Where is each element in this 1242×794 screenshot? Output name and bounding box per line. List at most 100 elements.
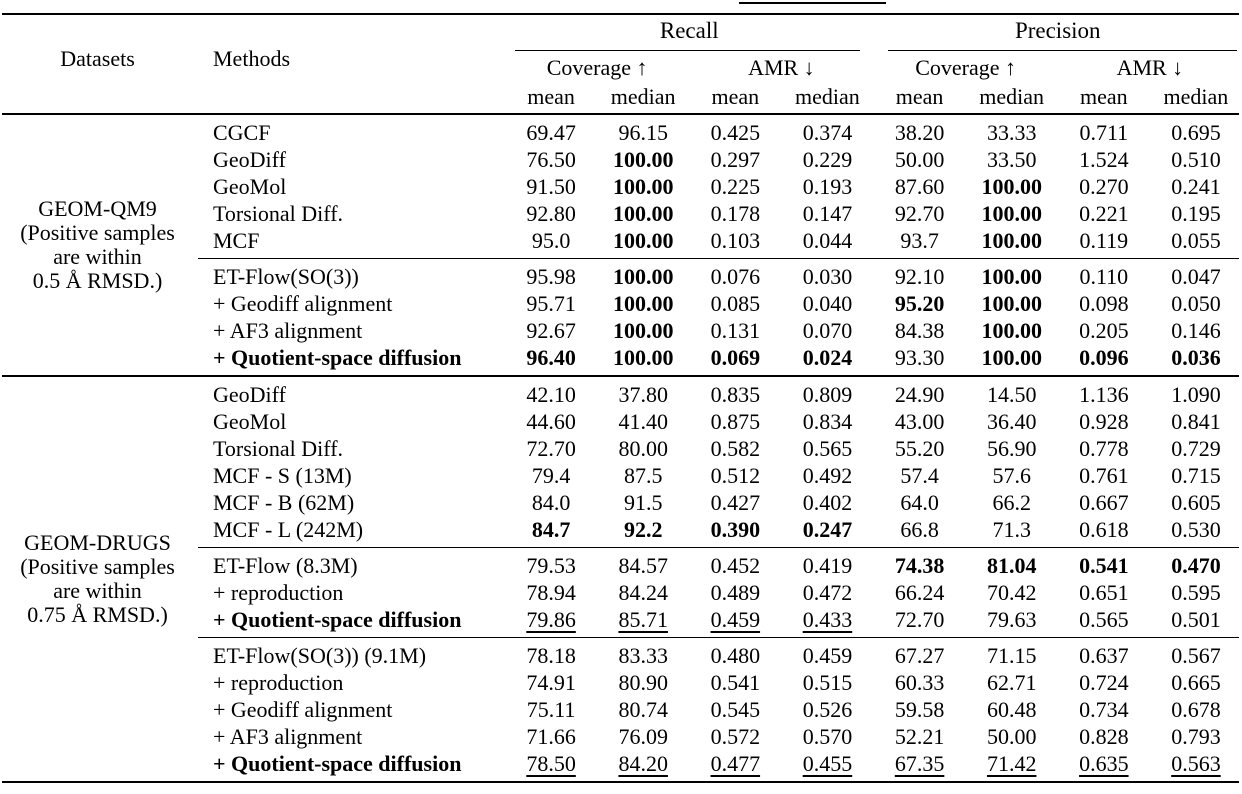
stat-label: mean	[711, 84, 760, 109]
value-cell: 0.595	[1171, 580, 1221, 605]
value-cell: 100.00	[612, 318, 674, 343]
block-separator-rule	[198, 637, 1239, 638]
table-row: MCF - S (13M) 79.4 87.5 0.512 0.492 57.4 57.6 0…	[0, 462, 1242, 489]
dataset-column-spacer	[0, 408, 195, 435]
value-cell: 100.00	[612, 345, 674, 370]
value-cell: 43.00	[894, 409, 945, 434]
value-cell: 66.8	[900, 517, 939, 542]
value-cell: 0.030	[802, 264, 853, 289]
value-cell: 1.524	[1079, 147, 1129, 172]
value-cell: 0.195	[1171, 201, 1221, 226]
caption-underline-fragment	[739, 2, 886, 4]
value-cell: 0.834	[802, 409, 853, 434]
value-cell: 57.4	[900, 463, 939, 488]
method-name: GeoMol	[213, 409, 287, 434]
value-cell: 0.147	[802, 201, 853, 226]
value-cell: 91.5	[623, 490, 663, 515]
value-cell: 0.229	[802, 147, 853, 172]
value-cell: 66.24	[894, 580, 945, 605]
value-cell: 0.565	[1079, 607, 1129, 632]
value-cell: 69.47	[526, 120, 576, 145]
value-cell: 57.6	[992, 463, 1031, 488]
value-cell: 0.085	[710, 291, 761, 316]
value-cell: 0.044	[802, 228, 853, 253]
method-name: ET-Flow (8.3M)	[213, 553, 358, 578]
dataset-label: GEOM-DRUGS (Positive samples are within 0.7…	[0, 531, 195, 627]
value-cell: 74.91	[526, 670, 576, 695]
value-cell: 71.3	[992, 517, 1031, 542]
value-cell: 0.492	[802, 463, 853, 488]
dataset-column-spacer	[0, 290, 195, 317]
value-cell: 0.070	[802, 318, 853, 343]
metric-group-row: Recall Precision	[505, 15, 1242, 51]
table-row: + reproduction 78.94 84.24 0.489 0.472 66.24 7…	[0, 579, 1242, 606]
recall-group-header: Recall	[505, 15, 874, 51]
value-cell: 60.48	[986, 697, 1037, 722]
value-cell: 0.541	[1079, 553, 1129, 578]
dataset-label-line: GEOM-DRUGS	[24, 530, 171, 555]
value-cell: 0.729	[1171, 436, 1221, 461]
value-cell: 0.875	[710, 409, 761, 434]
method-name: + Quotient-space diffusion	[213, 607, 462, 632]
dataset-column-spacer	[0, 119, 195, 146]
value-cell: 79.4	[531, 463, 571, 488]
header-rule	[2, 113, 1239, 115]
value-cell: 0.715	[1171, 463, 1221, 488]
value-cell: 74.38	[894, 553, 945, 578]
table-row: + Geodiff alignment 75.11 80.74 0.545 0.526 5…	[0, 696, 1242, 723]
value-cell: 0.390	[710, 517, 761, 542]
bottom-rule	[2, 781, 1239, 783]
precision-group-header: Precision	[874, 15, 1242, 51]
value-cell: 59.58	[894, 697, 945, 722]
value-cell: 84.0	[531, 490, 571, 515]
table-row: + Quotient-space diffusion 96.40 100.00 0.0…	[0, 344, 1242, 371]
value-cell: 0.193	[802, 174, 853, 199]
value-cell: 0.178	[710, 201, 761, 226]
dataset-column-spacer	[0, 696, 195, 723]
value-cell: 0.433	[802, 607, 853, 632]
dataset-section: GEOM-DRUGS (Positive samples are within 0.7…	[0, 377, 1242, 781]
dataset-label-line: are within	[53, 244, 142, 269]
value-cell: 92.80	[526, 201, 576, 226]
value-cell: 33.33	[986, 120, 1037, 145]
table-body: GEOM-QM9 (Positive samples are within 0.5 Å…	[0, 115, 1242, 781]
value-cell: 78.94	[526, 580, 576, 605]
recall-group-label: Recall	[659, 18, 719, 43]
value-cell: 0.582	[710, 436, 761, 461]
table-row: MCF - B (62M) 84.0 91.5 0.427 0.402 64.0 66.2 0…	[0, 489, 1242, 516]
dataset-label-line: GEOM-QM9	[38, 196, 157, 221]
recall-coverage-header: Coverage ↑	[546, 55, 648, 80]
value-cell: 100.00	[612, 174, 674, 199]
value-cell: 91.50	[526, 174, 576, 199]
value-cell: 0.572	[710, 724, 761, 749]
table-row: + reproduction 74.91 80.90 0.541 0.515 60.33 6…	[0, 669, 1242, 696]
dataset-column-spacer	[0, 462, 195, 489]
value-cell: 41.40	[618, 409, 668, 434]
value-cell: 79.63	[986, 607, 1037, 632]
stat-label: median	[795, 84, 860, 109]
dataset-column-spacer	[0, 723, 195, 750]
value-cell: 0.425	[710, 120, 761, 145]
value-cell: 0.472	[802, 580, 853, 605]
value-cell: 0.635	[1079, 751, 1129, 776]
method-name: + reproduction	[213, 670, 344, 695]
dataset-column-spacer	[0, 435, 195, 462]
value-cell: 0.618	[1079, 517, 1129, 542]
value-cell: 72.70	[894, 607, 945, 632]
value-cell: 0.098	[1079, 291, 1129, 316]
value-cell: 0.036	[1171, 345, 1221, 370]
value-cell: 100.00	[612, 147, 674, 172]
value-cell: 80.00	[618, 436, 668, 461]
value-cell: 0.651	[1079, 580, 1129, 605]
method-name: + reproduction	[213, 580, 344, 605]
table-row: MCF 95.0 100.00 0.103 0.044 93.7 100.00 0.119 0.…	[0, 227, 1242, 254]
value-cell: 0.567	[1171, 643, 1221, 668]
value-cell: 100.00	[612, 291, 674, 316]
stat-label: median	[610, 84, 676, 109]
method-block: GeoDiff 42.10 37.80 0.835 0.809 24.90 14.50 1.1…	[0, 377, 1242, 547]
dataset-label-line: are within	[53, 578, 142, 603]
value-cell: 0.470	[1171, 553, 1221, 578]
value-cell: 0.841	[1171, 409, 1221, 434]
value-cell: 67.35	[894, 751, 945, 776]
dataset-label-line: 0.5 Å RMSD.)	[32, 268, 163, 293]
